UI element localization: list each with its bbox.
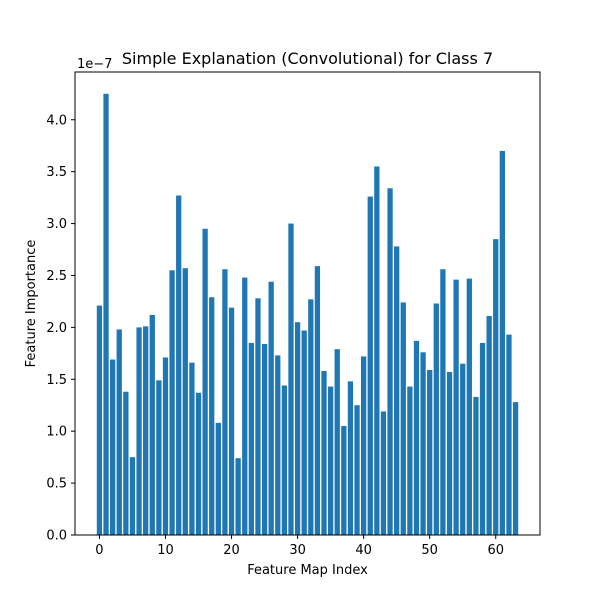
- bar: [248, 342, 254, 535]
- bar: [301, 330, 307, 535]
- bar: [129, 457, 136, 535]
- bar: [387, 188, 393, 535]
- bar: [294, 322, 301, 535]
- bar: [473, 396, 479, 535]
- y-tick-label: 2.0: [46, 321, 67, 336]
- bar: [195, 392, 202, 535]
- y-tick-label: 3.0: [46, 217, 67, 232]
- bar: [354, 405, 360, 535]
- bar: [446, 372, 453, 535]
- y-tick-label: 2.5: [46, 269, 67, 284]
- y-tick-label: 1.0: [46, 425, 67, 440]
- bar: [327, 386, 334, 535]
- bar: [400, 302, 406, 535]
- y-tick-label: 1.5: [46, 373, 67, 388]
- bar: [347, 381, 354, 535]
- bar: [123, 391, 129, 535]
- bar: [143, 326, 149, 535]
- bar: [314, 266, 321, 535]
- bar: [235, 458, 241, 535]
- bar: [110, 359, 116, 535]
- bar: [427, 369, 433, 535]
- bar: [413, 340, 420, 535]
- bar: [96, 305, 103, 535]
- bar: [466, 278, 472, 535]
- bar: [261, 343, 268, 535]
- x-tick-label: 50: [421, 543, 438, 558]
- bar: [176, 195, 182, 536]
- bar: [380, 411, 387, 535]
- y-axis-scale-label: 1e−7: [77, 57, 112, 72]
- bar: [394, 246, 400, 535]
- bar: [169, 270, 175, 535]
- bar: [149, 314, 155, 535]
- bar: [341, 426, 347, 535]
- bar: [268, 281, 274, 535]
- bar: [308, 299, 314, 535]
- chart-title: Simple Explanation (Convolutional) for C…: [122, 49, 493, 68]
- bar: [361, 356, 367, 535]
- axes-frame: [74, 71, 541, 536]
- bar: [334, 349, 340, 535]
- y-tick-label: 0.5: [46, 477, 67, 492]
- y-axis-ticks: 0.0 0.5 1.0 1.5 2.0 2.5 3.0 3.5 4.0: [46, 113, 75, 544]
- bar: [275, 355, 281, 535]
- bar: [116, 329, 122, 535]
- bar: [202, 228, 208, 535]
- bar: [506, 334, 512, 535]
- x-tick-label: 30: [289, 543, 306, 558]
- bar: [460, 363, 466, 535]
- bar: [103, 93, 109, 536]
- x-axis-label: Feature Map Index: [247, 563, 368, 578]
- bar: [136, 327, 142, 535]
- y-tick-label: 4.0: [46, 113, 67, 128]
- bar: [156, 380, 162, 535]
- x-tick-label: 20: [223, 543, 240, 558]
- bar: [162, 357, 169, 535]
- bar: [215, 422, 221, 535]
- bar: [512, 402, 519, 535]
- bar: [182, 268, 188, 535]
- bar: [189, 362, 195, 535]
- x-tick-label: 0: [95, 543, 103, 558]
- y-tick-label: 0.0: [46, 529, 67, 544]
- x-tick-label: 40: [355, 543, 372, 558]
- bar: [281, 385, 288, 535]
- bar: [288, 223, 294, 535]
- bar: [493, 239, 499, 535]
- x-axis-ticks: 0 10 20 30 40 50 60: [95, 535, 504, 558]
- x-tick-label: 60: [487, 543, 504, 558]
- bar: [479, 342, 486, 535]
- bar: [440, 269, 446, 535]
- bar: [209, 297, 215, 535]
- bar: [228, 307, 235, 535]
- bar: [420, 352, 426, 535]
- bar: [242, 277, 248, 535]
- bar: [367, 196, 373, 535]
- x-tick-label: 10: [157, 543, 174, 558]
- y-axis-label: Feature Importance: [24, 240, 39, 368]
- bar: [499, 150, 505, 535]
- bar: [433, 303, 439, 535]
- bar: [222, 269, 228, 535]
- bar: [321, 370, 327, 535]
- y-tick-label: 3.5: [46, 165, 67, 180]
- bar: [407, 386, 413, 535]
- bar: [255, 298, 261, 535]
- bar: [453, 279, 459, 535]
- bar: [374, 166, 380, 535]
- bars-group: [96, 93, 519, 536]
- bar: [486, 315, 492, 535]
